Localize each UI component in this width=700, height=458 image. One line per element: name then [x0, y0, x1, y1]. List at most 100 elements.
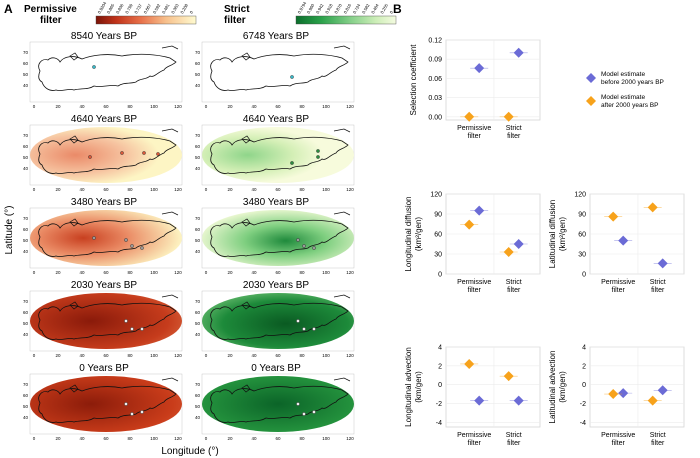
coastline-uk: [69, 135, 79, 144]
strict-tick-label: 0.9794: [297, 0, 308, 14]
sample-point: [130, 244, 134, 248]
x-tick-label: 120: [174, 353, 182, 358]
coastline-uk: [69, 52, 79, 61]
x-tick-label: 120: [174, 436, 182, 441]
x-tick-label: 100: [322, 187, 330, 192]
x-tick-label: 100: [150, 436, 158, 441]
data-point: [503, 247, 514, 257]
y-tick-label: 60: [195, 310, 201, 315]
x-tick-label: 0: [33, 353, 36, 358]
y-tick-label: 50: [23, 238, 29, 243]
y-tick-label: 40: [195, 415, 201, 420]
y-tick-label: 2: [438, 363, 442, 370]
y-tick-label: 60: [195, 227, 201, 232]
y-tick-label: 50: [195, 321, 201, 326]
x-tick-label: 20: [227, 270, 233, 275]
data-point: [647, 395, 658, 406]
x-tick-label: 0: [205, 187, 208, 192]
map-title: 2030 Years BP: [71, 280, 137, 291]
sample-point: [88, 155, 92, 159]
category-label: Permissive: [457, 432, 491, 439]
x-tick-label: 40: [251, 187, 257, 192]
coastline-north: [161, 211, 179, 216]
y-axis-label: Latitudinal advection: [548, 351, 557, 424]
y-tick-label: 0.00: [428, 114, 442, 121]
y-axis-label: (km/gen): [558, 371, 567, 403]
category-label: Strict: [506, 125, 522, 132]
x-tick-label: 60: [103, 270, 109, 275]
coastline-uk: [69, 301, 79, 310]
map-permissive: 3480 Years BP 0 20 40 60 80 100 120 70 60 50 40: [23, 197, 182, 275]
x-tick-label: 120: [346, 436, 354, 441]
frequency-surface: [202, 210, 354, 266]
y-tick-label: 30: [578, 252, 586, 259]
y-tick-label: 60: [195, 393, 201, 398]
strict-tick-label: 0.464: [370, 2, 380, 14]
x-tick-label: 0: [205, 270, 208, 275]
x-tick-label: 0: [205, 104, 208, 109]
x-tick-label: 80: [127, 104, 133, 109]
map-title: 6748 Years BP: [243, 31, 309, 42]
x-tick-label: 40: [251, 436, 257, 441]
y-tick-label: 50: [23, 72, 29, 77]
sample-point: [296, 238, 300, 242]
y-tick-label: 30: [434, 252, 442, 259]
frequency-surface: [30, 127, 182, 183]
x-tick-label: 40: [79, 187, 85, 192]
x-tick-label: 120: [346, 104, 354, 109]
sample-point: [140, 246, 144, 250]
coastline-uk: [69, 384, 79, 393]
sample-point: [302, 244, 306, 248]
sample-point: [130, 327, 134, 331]
x-tick-label: 0: [33, 270, 36, 275]
legend-marker-after: [586, 96, 596, 106]
chart-0: 0.000.030.060.090.12PermissivefilterStri…: [409, 38, 541, 140]
coastline-uk: [241, 52, 251, 61]
category-label: filter: [612, 440, 626, 447]
sample-point: [312, 246, 316, 250]
x-tick-label: 60: [275, 104, 281, 109]
legend-label-before: Model estimate: [601, 71, 645, 78]
permissive-tick-label: 0.865: [106, 2, 116, 14]
y-tick-label: 60: [23, 227, 29, 232]
coastline-north: [333, 211, 351, 216]
x-tick-label: 20: [55, 353, 61, 358]
y-tick-label: 4: [582, 345, 586, 352]
category-label: Permissive: [601, 432, 635, 439]
category-label: filter: [468, 133, 482, 140]
permissive-legend-title: filter: [40, 15, 62, 26]
y-tick-label: 60: [23, 61, 29, 66]
x-tick-label: 20: [227, 187, 233, 192]
y-axis-label: Longitudinal advection: [404, 347, 413, 427]
category-label: filter: [468, 440, 482, 447]
x-tick-label: 20: [227, 104, 233, 109]
sample-point: [92, 236, 96, 240]
y-tick-label: 40: [23, 249, 29, 254]
sample-point: [124, 238, 128, 242]
y-tick-label: 0.06: [428, 76, 442, 83]
map-title: 0 Years BP: [251, 363, 301, 374]
x-tick-label: 40: [79, 436, 85, 441]
coastline-north: [333, 294, 351, 299]
chart-2: 0306090120PermissivefilterStrictfilterLa…: [548, 192, 685, 294]
sample-point: [124, 402, 128, 406]
data-point: [657, 385, 668, 396]
sample-point: [140, 410, 144, 414]
data-point: [503, 111, 514, 122]
x-tick-label: 100: [322, 270, 330, 275]
x-tick-label: 100: [150, 270, 158, 275]
x-tick-label: 100: [150, 353, 158, 358]
coastline-north: [333, 377, 351, 382]
map-title: 2030 Years BP: [243, 280, 309, 291]
y-tick-label: 60: [23, 144, 29, 149]
sample-point: [140, 327, 144, 331]
y-tick-label: 0: [582, 382, 586, 389]
strict-tick-label: 0.870: [333, 2, 343, 14]
y-axis-label: (km²/gen): [414, 217, 423, 252]
x-axis-label: Longitude (°): [161, 446, 218, 457]
strict-legend-title: filter: [224, 15, 246, 26]
x-tick-label: 100: [322, 104, 330, 109]
sample-point: [290, 75, 294, 79]
data-point: [474, 395, 485, 406]
